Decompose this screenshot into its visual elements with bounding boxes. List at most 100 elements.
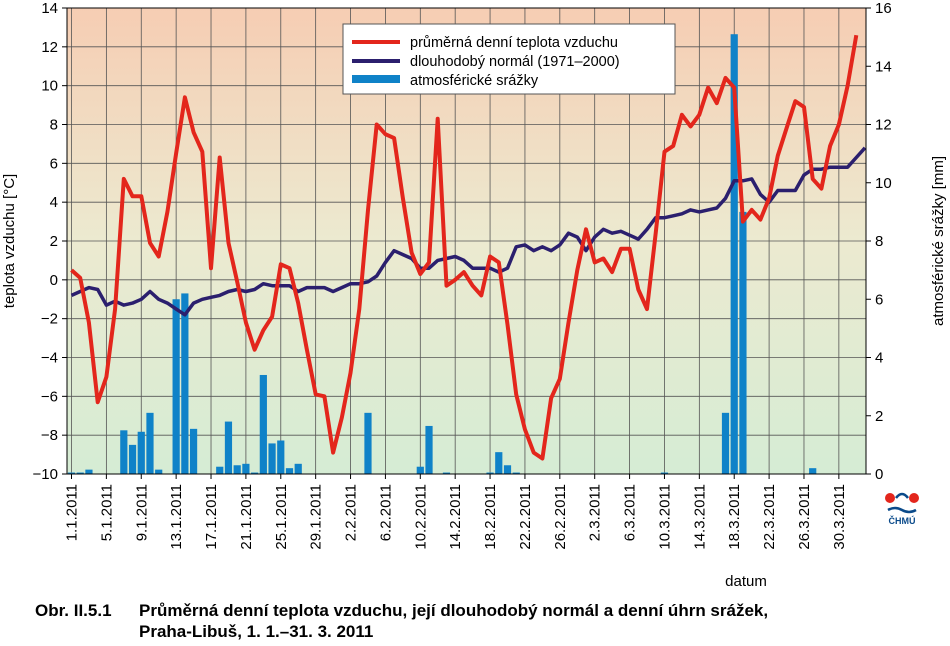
x-tick-label: 10.3.2011 — [656, 484, 673, 550]
precipitation-bar — [416, 466, 424, 474]
y2-tick-label: 8 — [875, 233, 883, 250]
y2-tick-label: 4 — [875, 350, 883, 367]
x-tick-label: 1.1.2011 — [64, 484, 81, 541]
figure-caption: Obr. II.5.1 Průměrná denní teplota vzduc… — [35, 600, 768, 642]
x-tick-label: 18.3.2011 — [726, 484, 743, 550]
caption-line-2: Praha-Libuš, 1. 1.–31. 3. 2011 — [139, 622, 374, 641]
precipitation-bar — [512, 472, 520, 474]
precipitation-bar — [146, 412, 154, 474]
x-tick-label: 9.1.2011 — [133, 484, 150, 541]
y-tick-label: 6 — [50, 155, 58, 172]
precipitation-bar — [364, 412, 372, 474]
precipitation-bar — [251, 472, 259, 474]
y-axis-title: teplota vzduchu [°C] — [1, 174, 18, 308]
chmu-logo-icon: ČHMÚ — [885, 492, 919, 526]
precipitation-bar — [85, 469, 93, 474]
series-line-normal — [70, 146, 867, 317]
precipitation-bar — [242, 463, 250, 474]
precipitation-bar — [120, 430, 128, 474]
precipitation-bar — [486, 472, 494, 474]
precipitation-bar — [76, 472, 84, 474]
precipitation-bar — [172, 299, 180, 474]
y-axis-right: 0 2 4 6 8 10 12 14 16 — [866, 0, 892, 483]
precipitation-bar — [721, 412, 730, 474]
x-tick-label: 21.1.2011 — [238, 484, 255, 550]
x-tick-label: 22.3.2011 — [761, 484, 778, 550]
chart: −10 −8 −6 −4 −2 0 2 4 6 8 10 12 14 0 2 4 6 8 10 12 14 16 1.1… — [1, 0, 947, 590]
y2-tick-label: 12 — [875, 117, 892, 134]
precipitation-bars — [67, 34, 817, 475]
precipitation-bar — [233, 465, 241, 474]
precipitation-bar — [181, 293, 189, 474]
caption-label: Obr. II.5.1 — [35, 601, 112, 620]
precipitation-bar — [730, 34, 738, 475]
y2-tick-label: 2 — [875, 408, 883, 425]
precipitation-bar — [216, 466, 224, 474]
logo-text: ČHMÚ — [889, 515, 916, 526]
x-tick-label: 18.2.2011 — [482, 484, 499, 550]
x-tick-label: 10.2.2011 — [412, 484, 429, 550]
precipitation-bar — [739, 211, 747, 474]
y-tick-label: 2 — [50, 233, 58, 250]
x-tick-label: 17.1.2011 — [203, 484, 220, 550]
x-tick-label: 13.1.2011 — [168, 484, 185, 550]
x-tick-label: 2.2.2011 — [343, 484, 360, 541]
precipitation-bar — [425, 425, 433, 474]
precipitation-bar — [67, 472, 76, 474]
x-tick-label: 26.2.2011 — [552, 484, 569, 550]
precipitation-bar — [809, 468, 817, 474]
x-tick-label: 14.2.2011 — [447, 484, 464, 550]
x-tick-label: 2.3.2011 — [587, 484, 604, 541]
y2-tick-label: 6 — [875, 291, 883, 308]
y-tick-label: −8 — [41, 427, 58, 444]
x-tick-label: 6.3.2011 — [622, 484, 639, 541]
x-tick-label: 29.1.2011 — [308, 484, 325, 550]
precipitation-bar — [259, 374, 267, 474]
precipitation-bar — [189, 428, 198, 474]
y-axis-left: −10 −8 −6 −4 −2 0 2 4 6 8 10 12 14 — [33, 0, 67, 483]
precipitation-bar — [128, 444, 137, 474]
y-tick-label: −4 — [41, 350, 58, 367]
y2-tick-label: 10 — [875, 175, 892, 192]
legend-label-normal: dlouhodobý normál (1971–2000) — [410, 54, 620, 70]
x-tick-label: 14.3.2011 — [691, 484, 708, 550]
x-axis-title: datum — [725, 573, 767, 590]
x-tick-label: 30.3.2011 — [831, 484, 848, 550]
y2-tick-label: 14 — [875, 58, 892, 75]
legend-label-temperature: průměrná denní teplota vzduchu — [410, 35, 618, 51]
legend-swatch-precipitation — [352, 75, 400, 83]
legend-label-precipitation: atmosférické srážky — [410, 73, 539, 89]
precipitation-bar — [294, 463, 302, 474]
x-axis: 1.1.2011 5.1.2011 9.1.2011 13.1.2011 17.1.20… — [64, 474, 848, 550]
precipitation-bar — [495, 452, 503, 474]
y2-tick-label: 16 — [875, 0, 892, 17]
precipitation-bar — [503, 465, 512, 474]
y-tick-label: 0 — [50, 272, 58, 289]
y-tick-label: 4 — [50, 194, 58, 211]
legend: průměrná denní teplota vzduchu dlouhodob… — [342, 23, 676, 95]
precipitation-bar — [285, 468, 294, 474]
precipitation-bar — [442, 472, 451, 474]
series-line-temperature — [70, 34, 859, 461]
y-tick-label: 12 — [41, 39, 58, 56]
x-tick-label: 6.2.2011 — [377, 484, 394, 541]
y-tick-label: −2 — [41, 311, 58, 328]
precipitation-bar — [277, 440, 285, 474]
precipitation-bar — [268, 443, 276, 474]
y-tick-label: −6 — [41, 388, 58, 405]
y-tick-label: 8 — [50, 117, 58, 134]
x-tick-label: 5.1.2011 — [98, 484, 115, 541]
y-tick-label: 10 — [41, 78, 58, 95]
y2-tick-label: 0 — [875, 466, 883, 483]
y-tick-label: 14 — [41, 0, 58, 17]
precipitation-bar — [660, 472, 669, 474]
x-tick-label: 25.1.2011 — [273, 484, 290, 550]
y2-axis-title: atmosférické srážky [mm] — [930, 156, 947, 326]
precipitation-bar — [155, 469, 163, 474]
caption-line-1: Průměrná denní teplota vzduchu, její dlo… — [139, 601, 769, 620]
precipitation-bar — [137, 431, 145, 474]
x-tick-label: 26.3.2011 — [796, 484, 813, 550]
precipitation-bar — [224, 421, 233, 474]
x-tick-label: 22.2.2011 — [517, 484, 534, 550]
y-tick-label: −10 — [33, 466, 58, 483]
